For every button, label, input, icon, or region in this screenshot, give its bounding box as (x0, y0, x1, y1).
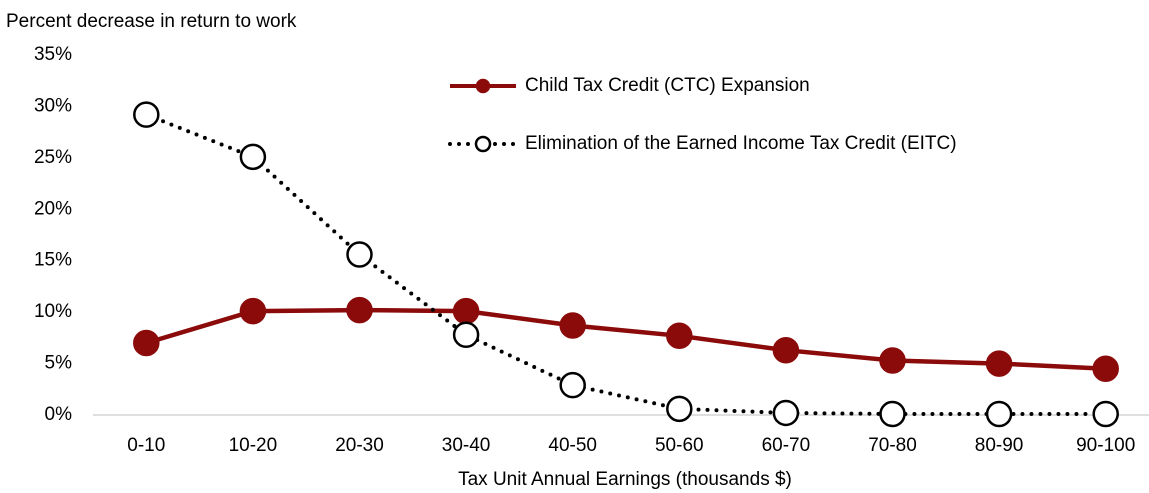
data-point (346, 241, 373, 268)
data-point (1092, 400, 1119, 428)
y-tick-label: 25% (34, 147, 72, 168)
x-tick-label: 90-100 (1076, 435, 1135, 456)
data-point (985, 350, 1013, 377)
data-point (666, 395, 693, 423)
x-tick-label: 10-20 (229, 435, 278, 456)
data-point (879, 400, 906, 428)
x-tick-label: 50-60 (655, 435, 704, 456)
data-point (452, 297, 480, 325)
y-tick-label: 5% (45, 353, 73, 374)
data-point (346, 296, 373, 324)
legend-marker (475, 78, 491, 94)
data-point (666, 322, 693, 350)
y-tick-label: 10% (34, 301, 72, 322)
data-point (133, 329, 160, 357)
data-point (772, 399, 800, 427)
y-tick-label: 20% (34, 198, 72, 219)
legend-label: Child Tax Credit (CTC) Expansion (525, 75, 810, 96)
legend-marker (474, 135, 492, 153)
chart-title: Percent decrease in return to work (6, 11, 297, 32)
data-point (985, 400, 1013, 428)
data-point (133, 101, 160, 128)
series-line (145, 307, 1106, 371)
data-point (559, 371, 586, 399)
x-tick-label: 70-80 (868, 435, 917, 456)
y-tick-label: 35% (34, 44, 72, 65)
data-point (452, 321, 480, 349)
x-tick-label: 40-50 (548, 435, 597, 456)
legend-label: Elimination of the Earned Income Tax Cre… (525, 133, 957, 154)
data-point (239, 143, 267, 171)
x-tick-label: 20-30 (335, 435, 384, 456)
x-tick-label: 80-90 (975, 435, 1024, 456)
y-tick-label: 0% (45, 404, 73, 425)
y-tick-label: 30% (34, 95, 72, 116)
data-point (239, 297, 267, 325)
y-tick-label: 15% (34, 250, 72, 271)
data-point (559, 312, 586, 339)
x-tick-label: 60-70 (762, 435, 811, 456)
x-tick-label: 30-40 (442, 435, 491, 456)
data-point (1092, 355, 1119, 382)
data-point (879, 347, 906, 374)
x-tick-label: 0-10 (127, 435, 165, 456)
data-point (772, 336, 800, 364)
x-axis-label: Tax Unit Annual Earnings (thousands $) (458, 469, 792, 490)
series-line (144, 112, 1108, 416)
